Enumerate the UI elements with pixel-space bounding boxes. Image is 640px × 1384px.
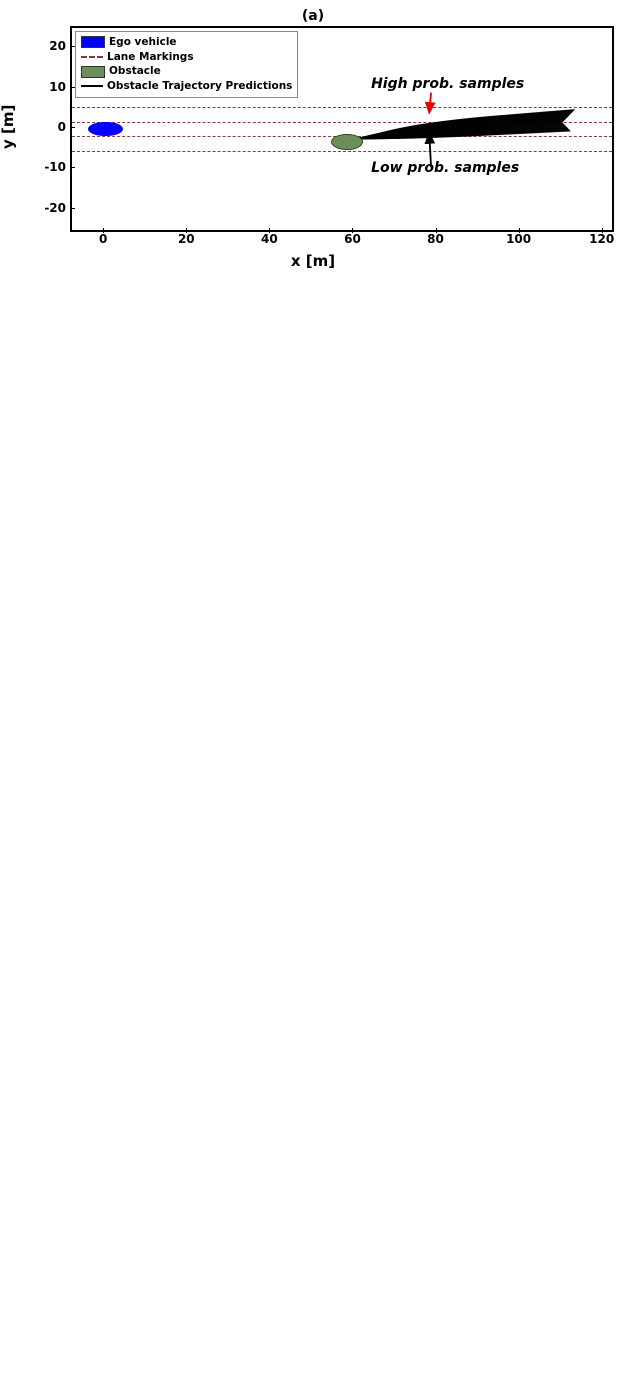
- panel-a: (a)y [m]High prob. samplesLow prob. samp…: [8, 8, 618, 270]
- x-tick-label: 20: [178, 232, 195, 246]
- x-axis-label: x [m]: [8, 252, 618, 270]
- legend-label: Obstacle: [109, 64, 161, 79]
- ego-vehicle: [88, 122, 123, 137]
- figure-container: (a)y [m]High prob. samplesLow prob. samp…: [8, 8, 632, 270]
- x-tick-label: 120: [589, 232, 614, 246]
- annotation-text: Low prob. samples: [371, 160, 519, 176]
- x-tick-label: 40: [261, 232, 278, 246]
- x-tick-label: 80: [427, 232, 444, 246]
- legend-label: Obstacle Trajectory Predictions: [107, 79, 292, 94]
- panel-title: (a): [8, 8, 618, 24]
- legend-item: Ego vehicle: [81, 35, 292, 50]
- x-tick-label: 60: [344, 232, 361, 246]
- y-tick-label: 0: [28, 120, 66, 134]
- legend-item: Obstacle Trajectory Predictions: [81, 79, 292, 94]
- y-tick-label: -10: [28, 160, 66, 174]
- x-tick-label: 100: [506, 232, 531, 246]
- legend-item: Lane Markings: [81, 50, 292, 65]
- x-tick-label: 0: [99, 232, 107, 246]
- y-tick-label: 20: [28, 39, 66, 53]
- legend: Ego vehicleLane MarkingsObstacleObstacle…: [75, 31, 298, 98]
- y-axis-label: y [m]: [0, 105, 17, 149]
- legend-label: Ego vehicle: [109, 35, 177, 50]
- legend-item: Obstacle: [81, 64, 292, 79]
- plot-area: High prob. samples Low prob. samples Ego v…: [70, 26, 614, 232]
- y-tick-label: 10: [28, 80, 66, 94]
- y-tick-label: -20: [28, 201, 66, 215]
- annotation-text: High prob. samples: [371, 76, 524, 92]
- legend-label: Lane Markings: [107, 50, 194, 65]
